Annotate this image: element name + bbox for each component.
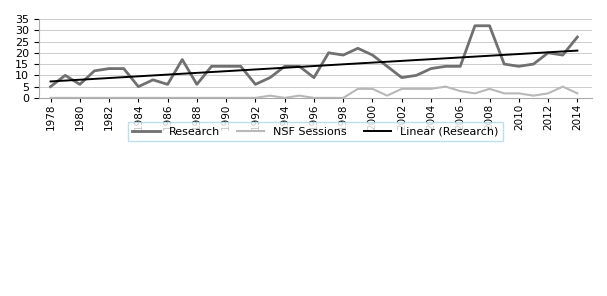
Legend: Research, NSF Sessions, Linear (Research): Research, NSF Sessions, Linear (Research… [127, 122, 503, 141]
